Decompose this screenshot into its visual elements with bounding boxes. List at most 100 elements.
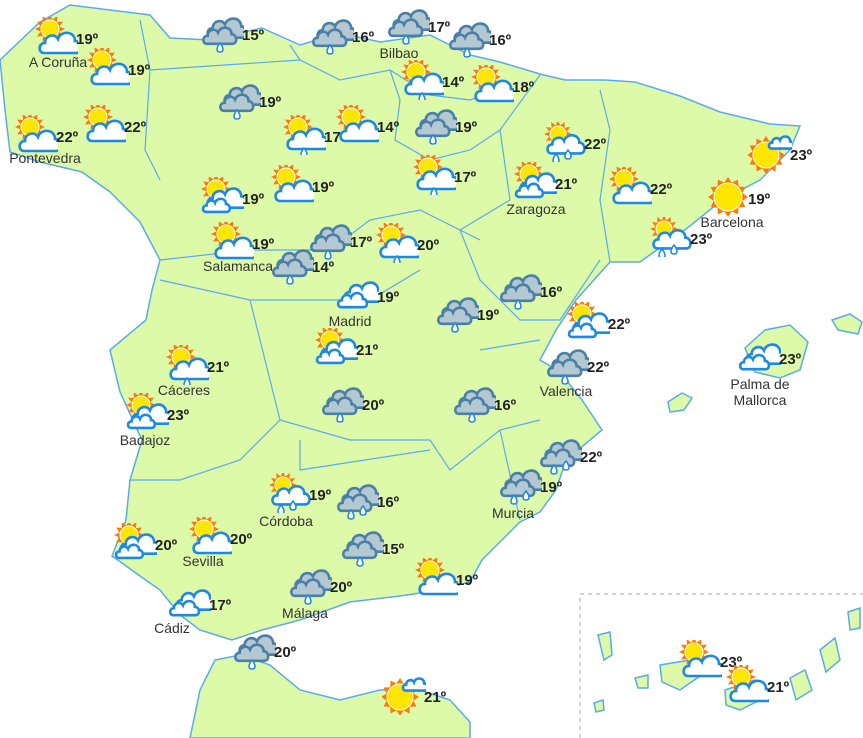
temperature: 20º: [155, 537, 178, 554]
partly-cloudy-icon: [87, 48, 130, 86]
temperature: 21º: [767, 679, 790, 696]
canary-islands-inset: [579, 593, 863, 738]
temperature: 20º: [417, 237, 440, 254]
temperature: 23º: [790, 147, 813, 164]
temperature: 22º: [587, 359, 610, 376]
temperature: 22º: [124, 119, 147, 136]
temperature: 19º: [456, 572, 479, 589]
partly-cloudy-rain-icon: [376, 223, 419, 263]
partly-cloudy-icon: [35, 17, 78, 55]
menorca: [830, 313, 863, 335]
temperature: 14º: [312, 259, 335, 276]
partly-cloudy-icon: [83, 105, 126, 143]
city-label: Pontevedra: [9, 150, 81, 166]
partly-cloudy-icon: [471, 65, 514, 103]
temperature: 15º: [382, 541, 405, 558]
temperature: 19º: [477, 307, 500, 324]
cloudy-icon: [336, 281, 379, 309]
partly-cloudy-icon: [189, 517, 232, 555]
sun-small-cloud-icon: [382, 677, 426, 715]
city-label: Badajoz: [119, 432, 171, 448]
temperature: 19º: [748, 191, 771, 208]
city-label: Cáceres: [157, 382, 211, 398]
partly-cloudy-two-clouds-icon: [315, 328, 358, 365]
temperature: 14º: [442, 74, 465, 91]
city-label: Zaragoza: [506, 201, 566, 217]
temperature: 19º: [128, 62, 151, 79]
partly-cloudy-showers-icon: [650, 217, 692, 257]
sunny-icon: [708, 177, 748, 217]
partly-cloudy-icon: [726, 665, 769, 703]
temperature: 20º: [230, 531, 253, 548]
rain-cloud-showers-icon: [540, 439, 582, 475]
temperature: 17º: [454, 169, 477, 186]
partly-cloudy-showers-icon: [269, 473, 311, 513]
city-label: Málaga: [282, 605, 328, 621]
rain-cloud-icon: [310, 224, 352, 260]
temperature: 22º: [608, 316, 631, 333]
partly-cloudy-icon: [211, 222, 254, 260]
rain-cloud-showers-icon: [500, 469, 542, 505]
temperature: 17º: [428, 19, 451, 36]
city-label: Córdoba: [259, 513, 313, 529]
rain-cloud-icon: [234, 634, 276, 670]
temperature: 19º: [455, 119, 478, 136]
temperature: 19º: [252, 236, 275, 253]
rain-cloud-icon: [454, 387, 496, 423]
partly-cloudy-showers-icon: [544, 122, 586, 162]
partly-cloudy-two-clouds-icon: [514, 162, 557, 199]
partly-cloudy-icon: [15, 115, 58, 153]
city-label: Valencia: [539, 383, 593, 399]
partly-cloudy-rain-icon: [401, 60, 444, 100]
temperature: 19º: [377, 289, 400, 306]
temperature: 21º: [356, 342, 379, 359]
temperature: 17º: [350, 234, 373, 251]
city-label: Cádiz: [154, 620, 190, 636]
city-label: Sevilla: [182, 553, 224, 569]
partly-cloudy-rain-icon: [283, 115, 326, 155]
rain-cloud-icon: [437, 297, 479, 333]
temperature: 21º: [555, 176, 578, 193]
temperature: 23º: [779, 351, 802, 368]
temperature: 22º: [650, 181, 673, 198]
partly-cloudy-icon: [271, 165, 314, 203]
city-label: Salamanca: [202, 258, 274, 274]
partly-cloudy-icon: [609, 167, 652, 205]
partly-cloudy-icon: [415, 558, 458, 596]
temperature: 16º: [377, 494, 400, 511]
city-label: Madrid: [328, 313, 372, 329]
temperature: 21º: [424, 689, 447, 706]
city-label: Palma de Mallorca: [730, 376, 790, 408]
rain-cloud-icon: [312, 19, 354, 55]
rain-cloud-icon: [449, 22, 491, 58]
temperature: 22º: [580, 449, 603, 466]
partly-cloudy-icon: [336, 105, 379, 143]
rain-cloud-icon: [322, 387, 364, 423]
temperature: 14º: [377, 119, 400, 136]
temperature: 23º: [167, 407, 190, 424]
rain-cloud-icon: [547, 349, 589, 385]
temperature: 22º: [56, 129, 79, 146]
temperature: 19º: [259, 94, 282, 111]
temperature: 20º: [330, 579, 353, 596]
temperature: 21º: [207, 359, 230, 376]
rain-cloud-icon: [202, 17, 244, 53]
temperature: 16º: [540, 284, 563, 301]
temperature: 20º: [362, 397, 385, 414]
ibiza: [667, 392, 694, 413]
temperature: 19º: [242, 191, 265, 208]
temperature: 19º: [540, 479, 563, 496]
rain-cloud-icon: [500, 274, 542, 310]
rain-cloud-icon: [415, 109, 457, 145]
temperature: 16º: [489, 32, 512, 49]
partly-cloudy-two-clouds-icon: [126, 393, 169, 430]
north-africa: [189, 654, 471, 738]
rain-cloud-icon: [219, 84, 261, 120]
partly-cloudy-rain-icon: [166, 345, 209, 385]
cloudy-icon: [168, 589, 211, 617]
temperature: 17º: [209, 597, 232, 614]
city-label: Murcia: [491, 505, 535, 521]
city-label: A Coruña: [28, 54, 88, 70]
